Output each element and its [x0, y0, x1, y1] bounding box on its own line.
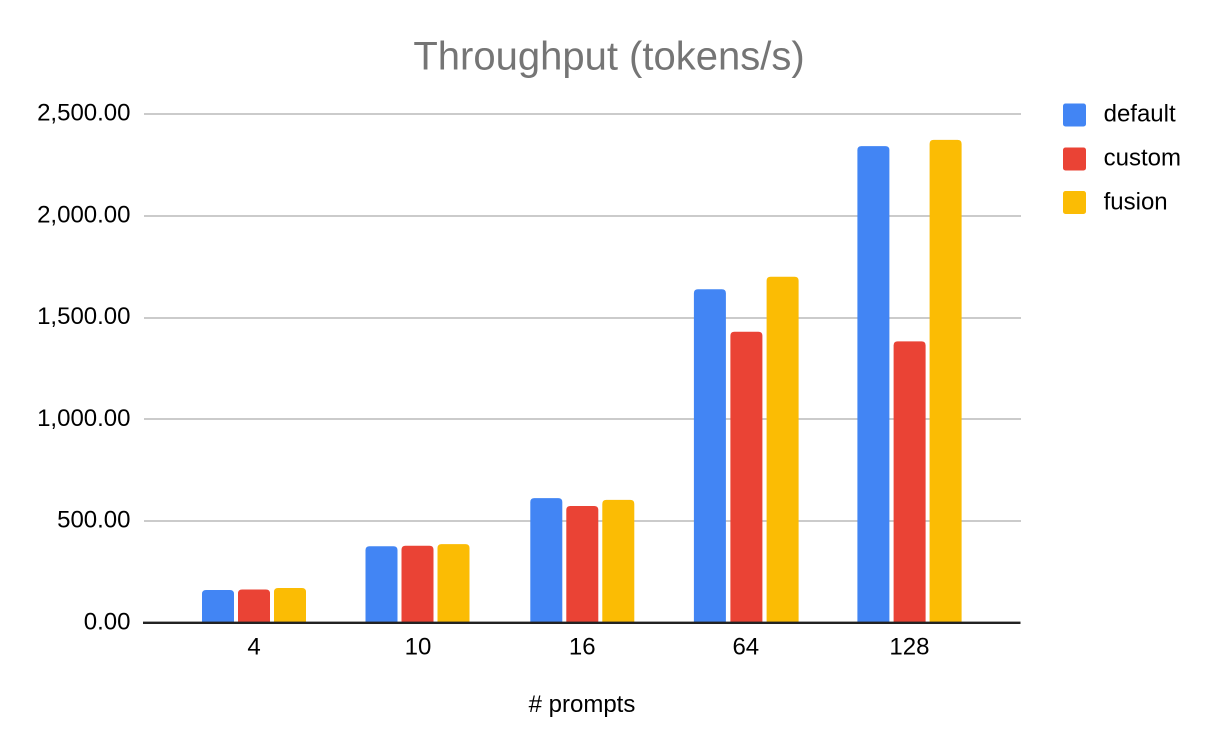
svg-text:2,500.00: 2,500.00: [37, 100, 130, 127]
svg-text:16: 16: [569, 634, 596, 661]
svg-text:10: 10: [405, 634, 432, 661]
svg-text:Throughput (tokens/s): Throughput (tokens/s): [413, 34, 804, 78]
svg-text:64: 64: [732, 634, 759, 661]
svg-text:default: default: [1104, 101, 1176, 128]
svg-text:4: 4: [247, 634, 260, 661]
svg-text:1,000.00: 1,000.00: [37, 405, 130, 432]
svg-text:2,000.00: 2,000.00: [37, 201, 130, 228]
svg-text:custom: custom: [1104, 145, 1181, 172]
svg-text:1,500.00: 1,500.00: [37, 303, 130, 330]
svg-text:# prompts: # prompts: [529, 691, 636, 718]
svg-text:fusion: fusion: [1104, 189, 1168, 216]
svg-text:128: 128: [889, 634, 929, 661]
svg-text:500.00: 500.00: [57, 507, 130, 534]
svg-text:0.00: 0.00: [84, 609, 131, 636]
